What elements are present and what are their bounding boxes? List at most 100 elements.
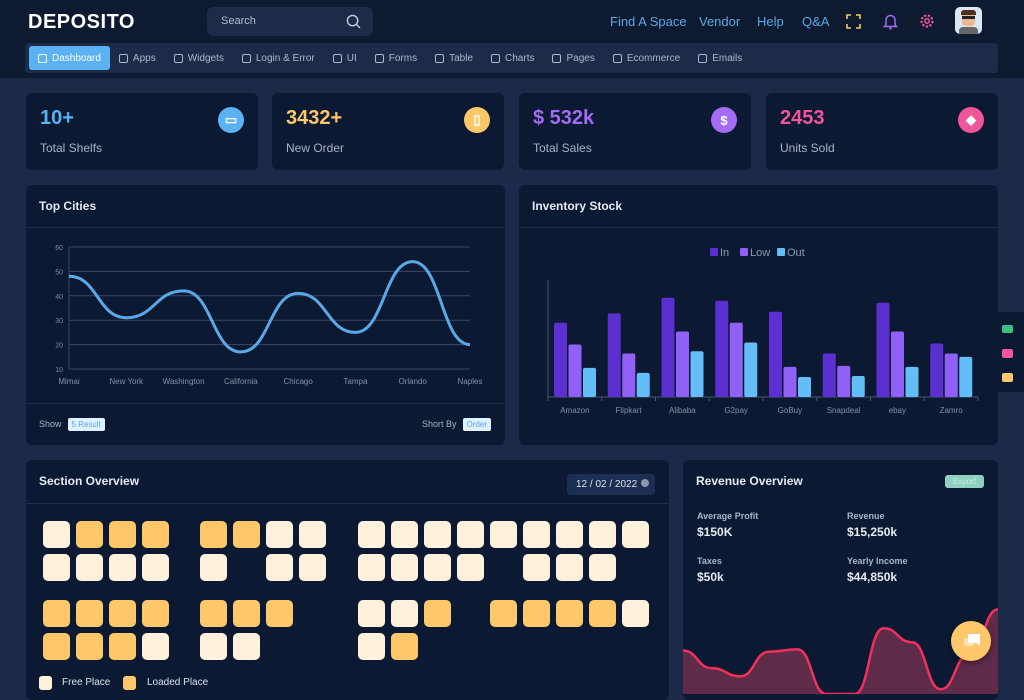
free-place-seat[interactable] <box>358 521 385 548</box>
loaded-place-seat[interactable] <box>43 633 70 660</box>
gear-icon[interactable] <box>919 13 935 29</box>
free-place-seat[interactable] <box>76 554 103 581</box>
free-place-seat[interactable] <box>556 521 583 548</box>
link-qa[interactable]: Q&A <box>802 14 829 29</box>
link-vendor[interactable]: Vendor <box>699 14 740 29</box>
nav-item-charts[interactable]: Charts <box>482 46 543 70</box>
free-place-seat[interactable] <box>299 554 326 581</box>
loaded-place-seat[interactable] <box>233 521 260 548</box>
loaded-place-seat[interactable] <box>109 521 136 548</box>
loaded-place-seat[interactable] <box>109 600 136 627</box>
free-place-seat[interactable] <box>266 521 293 548</box>
loaded-place-seat[interactable] <box>142 521 169 548</box>
link-find-a-space[interactable]: Find A Space <box>610 14 687 29</box>
free-place-seat[interactable] <box>200 554 227 581</box>
loaded-place-seat[interactable] <box>589 600 616 627</box>
chat-button[interactable] <box>951 621 991 661</box>
avatar[interactable] <box>955 7 982 34</box>
loaded-place-seat[interactable] <box>200 600 227 627</box>
bell-icon[interactable] <box>883 13 898 30</box>
free-place-seat[interactable] <box>490 521 517 548</box>
edit-icon <box>333 54 342 63</box>
loaded-place-seat[interactable] <box>490 600 517 627</box>
nav-item-widgets[interactable]: Widgets <box>165 46 233 70</box>
x-tick-label: Chicago <box>283 377 313 386</box>
loaded-place-seat[interactable] <box>523 600 550 627</box>
nav-item-dashboard[interactable]: Dashboard <box>29 46 110 70</box>
nav-item-forms[interactable]: Forms <box>366 46 426 70</box>
free-place-seat[interactable] <box>391 521 418 548</box>
free-place-seat[interactable] <box>424 554 451 581</box>
loaded-place-seat[interactable] <box>43 600 70 627</box>
nav-item-apps[interactable]: Apps <box>110 46 165 70</box>
free-place-seat[interactable] <box>233 633 260 660</box>
legend-label: In <box>720 247 729 259</box>
free-place-seat[interactable] <box>523 554 550 581</box>
free-place-seat[interactable] <box>358 600 385 627</box>
search-icon[interactable] <box>346 14 361 29</box>
fullscreen-icon[interactable] <box>846 14 861 29</box>
customizer-icon[interactable] <box>1002 325 1013 333</box>
free-place-seat[interactable] <box>523 521 550 548</box>
nav-item-login-error[interactable]: Login & Error <box>233 46 324 70</box>
export-button[interactable]: Export <box>945 475 984 488</box>
nav-item-table[interactable]: Table <box>426 46 482 70</box>
y-tick-label: 10 <box>55 367 63 374</box>
free-place-seat[interactable] <box>391 554 418 581</box>
loaded-place-seat[interactable] <box>266 600 293 627</box>
bar-low <box>891 331 904 397</box>
loaded-place-seat[interactable] <box>391 633 418 660</box>
image-icon[interactable] <box>1002 349 1013 358</box>
link-help[interactable]: Help <box>757 14 784 29</box>
loaded-place-seat[interactable] <box>142 600 169 627</box>
x-tick-label: New York <box>109 377 144 386</box>
section-overview-card: Section Overview 12 / 02 / 2022 Free Pla… <box>26 460 669 700</box>
loaded-place-seat[interactable] <box>556 600 583 627</box>
free-place-seat[interactable] <box>142 554 169 581</box>
free-place-seat[interactable] <box>457 554 484 581</box>
folder-icon[interactable] <box>1002 373 1013 382</box>
free-place-seat[interactable] <box>589 554 616 581</box>
bar-out <box>852 376 865 397</box>
free-place-seat[interactable] <box>589 521 616 548</box>
free-place-seat[interactable] <box>424 521 451 548</box>
free-place-seat[interactable] <box>391 600 418 627</box>
nav-item-ui[interactable]: UI <box>324 46 366 70</box>
nav-item-ecommerce[interactable]: Ecommerce <box>604 46 689 70</box>
loaded-place-seat[interactable] <box>109 633 136 660</box>
date-value: 12 / 02 / 2022 <box>576 479 637 490</box>
free-place-seat[interactable] <box>556 554 583 581</box>
bar-in <box>662 298 675 397</box>
legend-label: Out <box>787 247 805 259</box>
revenue-metric: Revenue$15,250k <box>847 511 897 539</box>
free-place-seat[interactable] <box>43 554 70 581</box>
free-place-seat[interactable] <box>43 521 70 548</box>
nav-item-emails[interactable]: Emails <box>689 46 751 70</box>
clear-icon[interactable] <box>641 479 649 487</box>
loaded-place-seat[interactable] <box>76 521 103 548</box>
free-place-seat[interactable] <box>200 633 227 660</box>
search-input[interactable]: Search <box>207 7 373 36</box>
free-place-seat[interactable] <box>109 554 136 581</box>
free-place-seat[interactable] <box>358 554 385 581</box>
free-place-seat[interactable] <box>358 633 385 660</box>
loaded-place-seat[interactable] <box>76 633 103 660</box>
free-place-seat[interactable] <box>299 521 326 548</box>
free-place-seat[interactable] <box>457 521 484 548</box>
loaded-place-seat[interactable] <box>76 600 103 627</box>
free-place-seat[interactable] <box>622 600 649 627</box>
series-line <box>69 262 470 352</box>
sort-select[interactable]: Order <box>463 418 491 431</box>
free-place-seat[interactable] <box>622 521 649 548</box>
loaded-place-seat[interactable] <box>424 600 451 627</box>
date-picker[interactable]: 12 / 02 / 2022 <box>567 474 655 495</box>
stat-label: New Order <box>286 141 344 155</box>
show-select[interactable]: 5 Result <box>68 418 105 431</box>
free-place-seat[interactable] <box>266 554 293 581</box>
loaded-place-seat[interactable] <box>233 600 260 627</box>
loaded-place-seat[interactable] <box>200 521 227 548</box>
nav-item-pages[interactable]: Pages <box>543 46 603 70</box>
free-place-seat[interactable] <box>142 633 169 660</box>
file-icon <box>375 54 384 63</box>
